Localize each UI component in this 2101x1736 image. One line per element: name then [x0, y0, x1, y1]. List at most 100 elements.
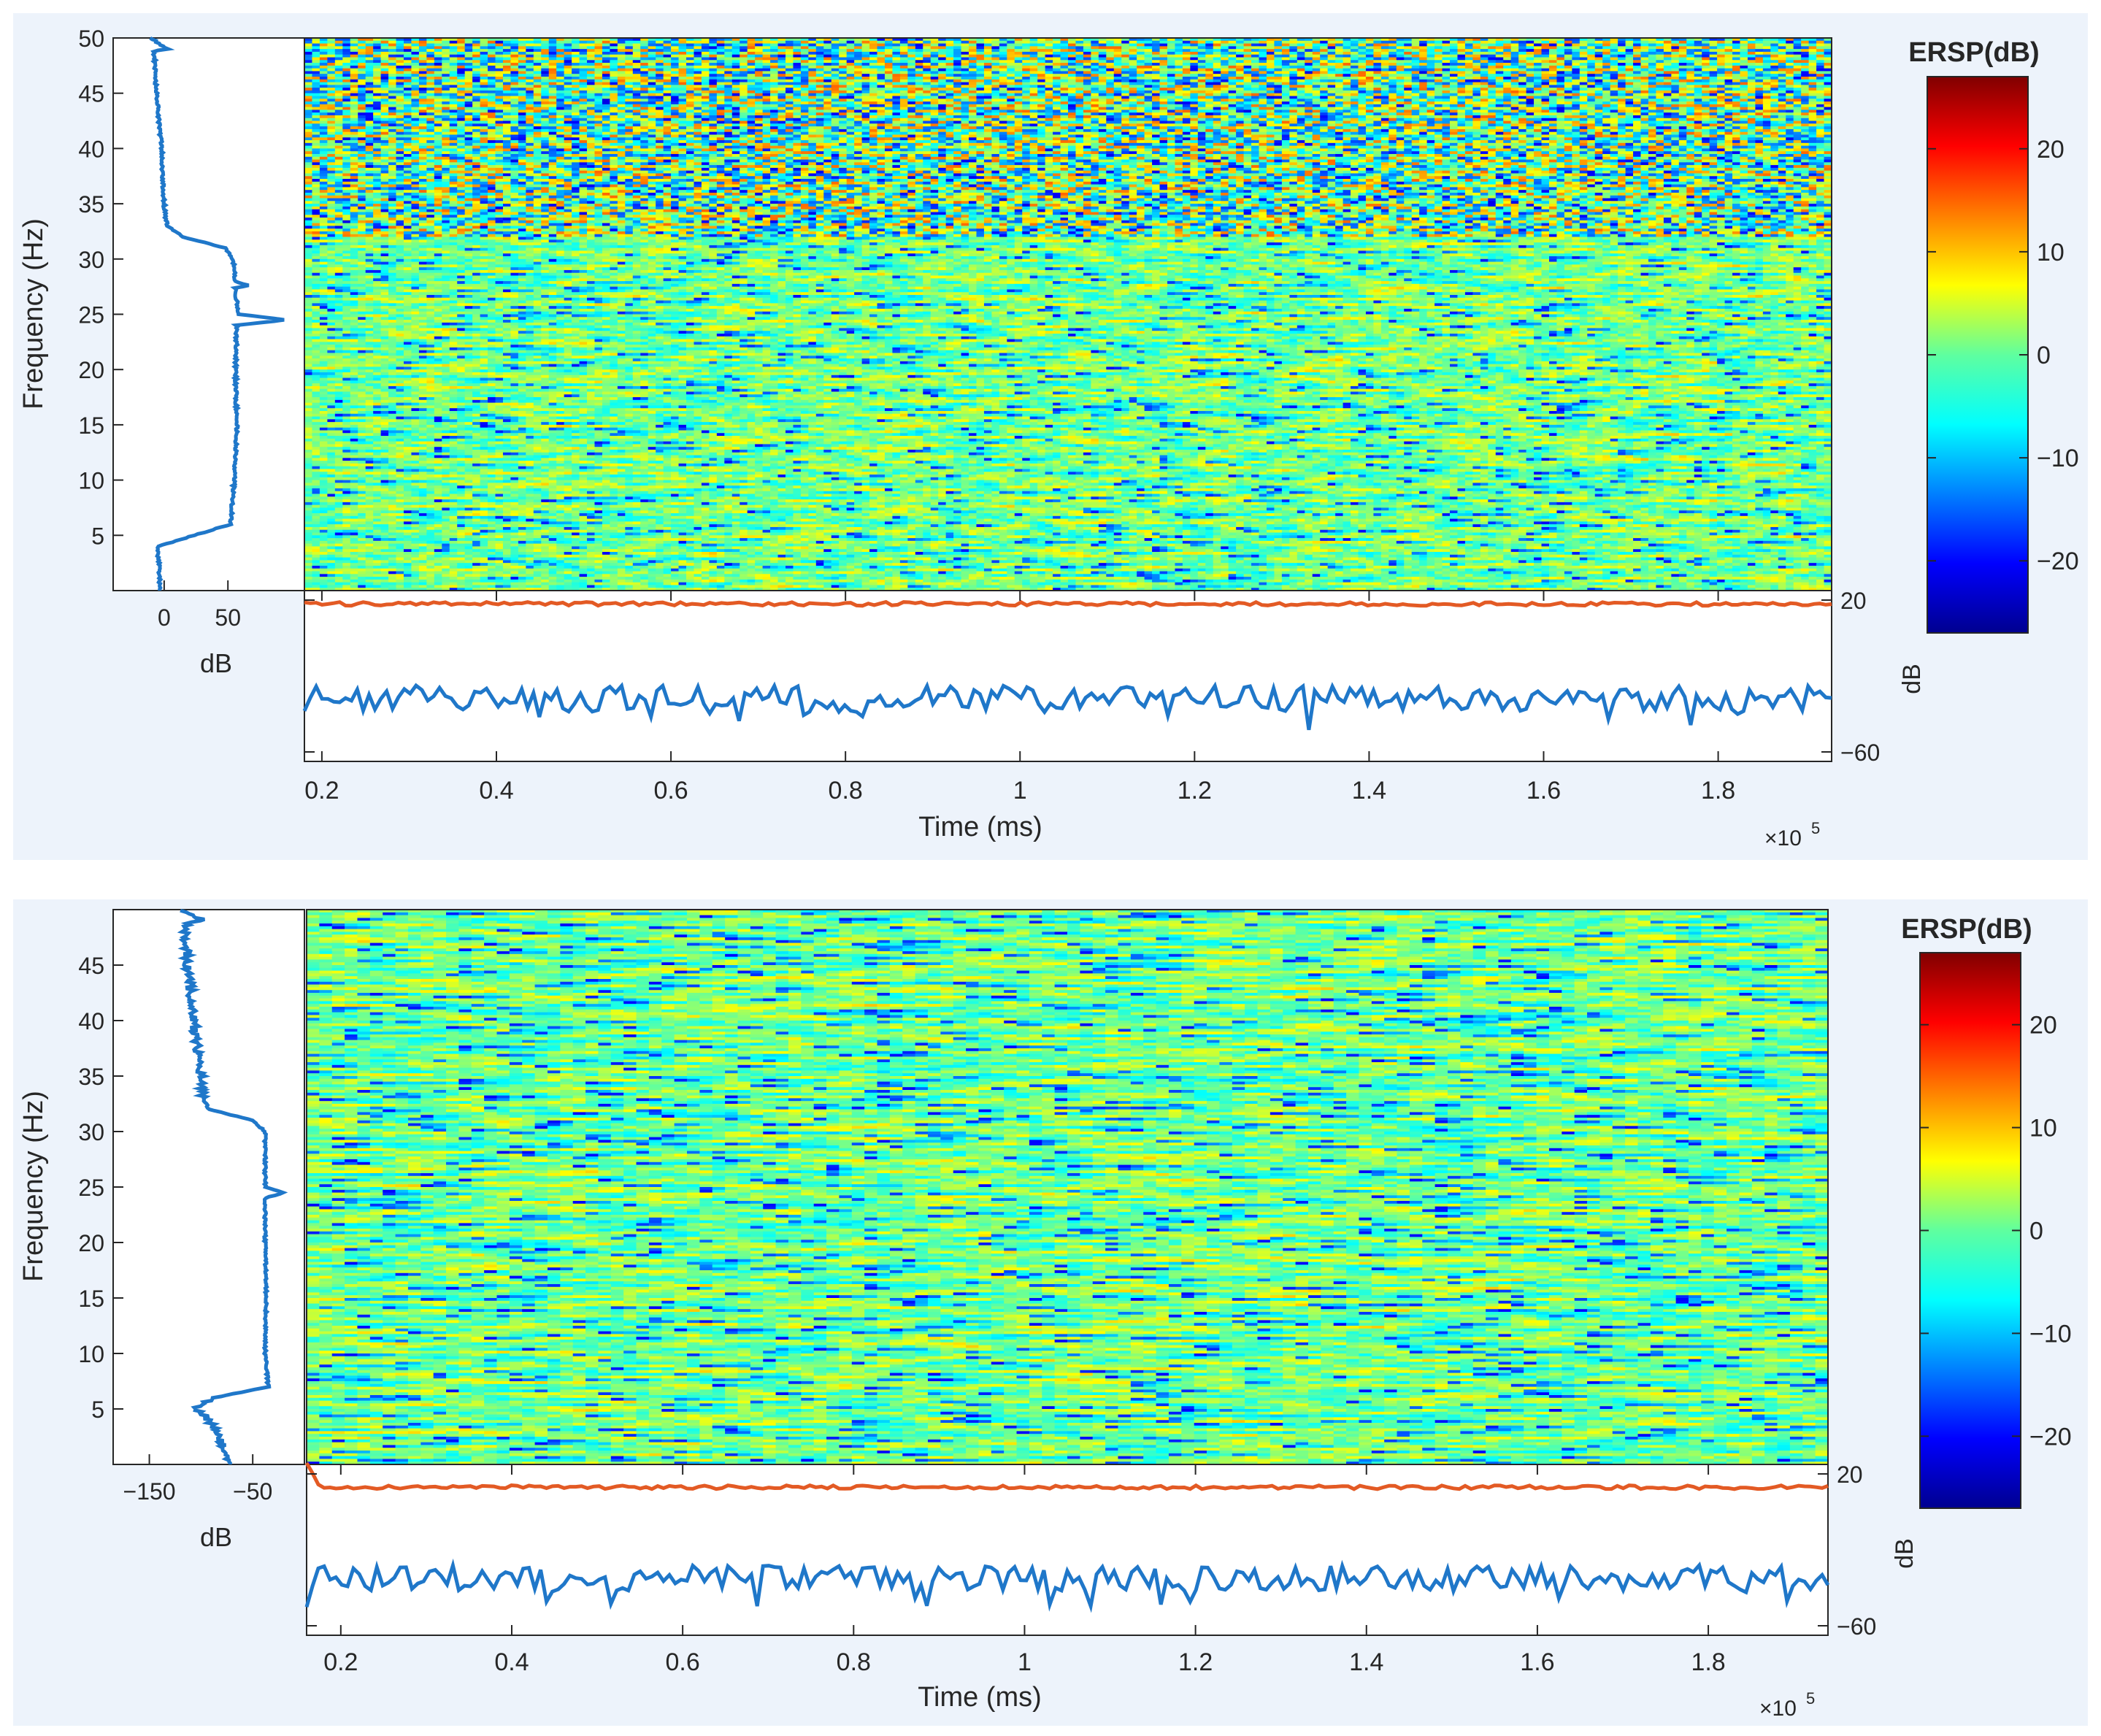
heatmap-cell [549, 63, 557, 66]
heatmap-cell [1160, 49, 1168, 52]
heatmap-cell [702, 46, 710, 49]
heatmap-cell [1137, 44, 1145, 47]
heatmap-cell [496, 46, 504, 49]
heatmap-cell [931, 49, 939, 52]
heatmap-cell [786, 52, 794, 55]
heatmap-cell [465, 58, 473, 61]
heatmap-cell [373, 58, 381, 61]
heatmap-cell [1282, 44, 1290, 47]
heatmap-cell [1740, 44, 1748, 47]
heatmap-cell [1129, 69, 1137, 72]
heatmap-cell [1465, 46, 1473, 49]
heatmap-cell [1320, 60, 1328, 63]
heatmap-cell [1068, 52, 1076, 55]
heatmap-cell [304, 58, 312, 61]
heatmap-cell [1427, 69, 1435, 72]
heatmap-cell [1748, 69, 1756, 72]
heatmap-cell [1587, 55, 1595, 58]
heatmap-cell [862, 44, 870, 47]
heatmap-cell [946, 63, 954, 66]
heatmap-cell [1137, 41, 1145, 44]
heatmap-cell [1045, 46, 1053, 49]
heatmap-cell [1626, 69, 1634, 72]
heatmap-cell [1434, 46, 1443, 49]
heatmap-cell [1358, 69, 1366, 72]
heatmap-cell [1030, 55, 1038, 58]
heatmap-cell [1183, 49, 1191, 52]
heatmap-cell [1373, 52, 1381, 55]
heatmap-cell [1289, 44, 1297, 47]
heatmap-cell [496, 41, 504, 44]
heatmap-cell [869, 52, 877, 55]
heatmap-cell [1358, 60, 1366, 63]
heatmap-cell [1518, 55, 1526, 58]
heatmap-cell [1618, 44, 1626, 47]
heatmap-cell [411, 66, 419, 69]
heatmap-cell [953, 60, 961, 63]
heatmap-cell [510, 58, 518, 61]
heatmap-cell [1679, 46, 1687, 49]
heatmap-cell [1755, 41, 1763, 44]
heatmap-cell [312, 66, 320, 69]
heatmap-cell [1313, 58, 1321, 61]
heatmap-cell [580, 55, 588, 58]
heatmap-cell [640, 49, 648, 52]
heatmap-cell [823, 52, 831, 55]
heatmap-cell [633, 49, 641, 52]
heatmap-cell [1251, 52, 1259, 55]
heatmap-cell [1732, 46, 1740, 49]
heatmap-cell [1305, 69, 1313, 72]
heatmap-cell [1404, 55, 1412, 58]
heatmap-cell [1091, 60, 1099, 63]
heatmap-cell [1717, 46, 1725, 49]
heatmap-cell [1542, 58, 1550, 61]
heatmap-cell [763, 66, 771, 69]
heatmap-cell [1580, 41, 1588, 44]
heatmap-cell [1702, 41, 1710, 44]
heatmap-cell [1259, 41, 1267, 44]
heatmap-cell [1572, 58, 1580, 61]
heatmap-cell [1686, 69, 1694, 72]
heatmap-cell [1145, 52, 1153, 55]
heatmap-cell [1602, 66, 1610, 69]
heatmap-cell [931, 69, 939, 72]
heatmap-cell [1335, 41, 1343, 44]
heatmap-cell [1580, 63, 1588, 66]
heatmap-cell [1099, 52, 1107, 55]
heatmap-cell [709, 44, 717, 47]
heatmap-cell [1373, 63, 1381, 66]
heatmap-cell [327, 69, 335, 72]
heatmap-cell [534, 66, 542, 69]
heatmap-cell [488, 63, 496, 66]
heatmap-cell [679, 69, 687, 72]
heatmap-cell [1434, 69, 1443, 72]
heatmap-cell [1114, 58, 1122, 61]
heatmap-cell [1313, 41, 1321, 44]
heatmap-cell [931, 52, 939, 55]
heatmap-cell [801, 55, 809, 58]
heatmap-cell [1648, 60, 1656, 63]
heatmap-cell [1075, 63, 1083, 66]
heatmap-cell [1725, 41, 1733, 44]
heatmap-cell [327, 44, 335, 47]
heatmap-cell [1778, 41, 1786, 44]
heatmap-cell [877, 69, 886, 72]
heatmap-cell [1373, 41, 1381, 44]
heatmap-cell [1419, 69, 1427, 72]
heatmap-cell [457, 49, 465, 52]
heatmap-cell [862, 69, 870, 72]
heatmap-cell [1809, 66, 1817, 69]
heatmap-cell [839, 46, 847, 49]
heatmap-cell [1152, 63, 1160, 66]
heatmap-cell [1419, 58, 1427, 61]
heatmap-cell [786, 60, 794, 63]
heatmap-cell [755, 44, 763, 47]
heatmap-cell [984, 58, 992, 61]
heatmap-cell [1664, 58, 1672, 61]
heatmap-cell [1770, 63, 1778, 66]
heatmap-cell [664, 49, 672, 52]
heatmap-cell [991, 60, 999, 63]
heatmap-cell [610, 46, 618, 49]
heatmap-cell [831, 63, 840, 66]
heatmap-cell [1472, 52, 1480, 55]
